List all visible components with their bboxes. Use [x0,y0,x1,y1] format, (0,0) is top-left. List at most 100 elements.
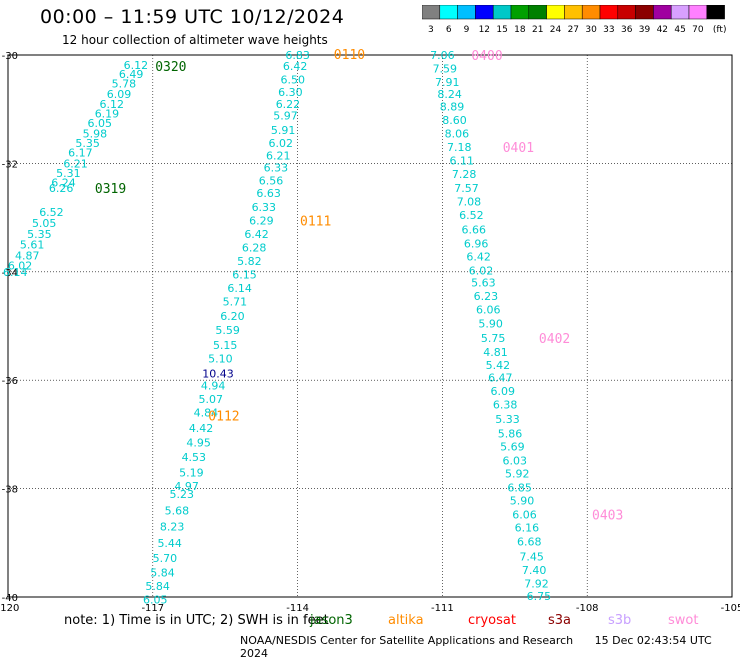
y-tick-label: -30 [2,51,18,62]
wave-height-label: 5.92 [505,467,530,480]
track-time-label: 0320 [155,60,186,75]
wave-height-label: 5.59 [215,324,240,337]
wave-height-label: 6.17 [68,147,93,160]
wave-height-label: 6.12 [124,59,149,72]
wave-height-label: 6.09 [107,88,132,101]
wave-height-label: 6.33 [264,162,289,175]
wave-height-label: 5.68 [165,504,190,517]
y-tick-label: -32 [2,159,18,170]
wave-height-label: 6.52 [459,209,484,222]
wave-height-label: 7.45 [519,550,544,563]
wave-height-label: 5.35 [27,228,52,241]
wave-height-label: 5.70 [153,552,178,565]
wave-height-label: 6.09 [490,385,515,398]
wave-height-label: 6.02 [8,259,33,272]
wave-height-label: 6.15 [232,269,257,282]
wave-height-label: 5.31 [56,167,81,180]
y-tick-label: -38 [2,485,18,496]
track-time-label: 0319 [95,182,126,197]
x-tick-label: -105 [721,603,740,614]
wave-height-label: 5.84 [145,580,170,593]
wave-height-label: 4.95 [186,437,211,450]
colorbar-label: 45 [674,25,685,35]
wave-height-label: 5.90 [510,495,535,508]
wave-height-label: 6.68 [517,536,542,549]
wave-height-label: 6.05 [87,117,112,130]
wave-height-label: 5.91 [271,124,296,137]
color-scale-bar: 3 6 9 12 15 18 21 24 27 30 33 36 39 42 45 70 (ft) [422,5,726,35]
wave-height-label: 6.50 [281,73,306,86]
track-time-label: 0403 [592,509,623,524]
colorbar-label: 12 [479,25,490,35]
wave-height-label: 4.53 [182,451,207,464]
wave-height-label: 5.44 [157,537,182,550]
colorbar-label: 6 [446,25,452,35]
chart-subtitle: 12 hour collection of altimeter wave hei… [62,33,328,47]
track-time-label: 0402 [539,332,570,347]
y-tick-label: -34 [2,268,18,279]
legend-item-s3b: s3b [608,613,632,628]
wave-height-label: 6.06 [512,509,537,522]
colorbar-label: 24 [550,25,562,35]
colorbar-label: 42 [657,25,668,35]
wave-height-label: 5.86 [498,427,523,440]
colorbar-label: 39 [639,25,651,35]
wave-height-label: 6.30 [278,86,303,99]
wave-height-label: 5.63 [471,277,496,290]
wave-height-label: 5.90 [478,317,503,330]
y-tick-label: -40 [2,593,18,604]
colorbar-label: 33 [603,25,614,35]
wave-height-label: 6.29 [249,214,274,227]
wave-height-label: 8.23 [160,521,185,534]
wave-height-label: 8.06 [445,128,470,141]
wave-height-label: 6.47 [488,371,513,384]
wave-height-label: 6.96 [464,238,489,251]
wave-height-label: 7.92 [524,577,549,590]
wave-height-label: 6.23 [474,290,499,303]
wave-height-label: 5.97 [273,110,298,123]
wave-height-label: 7.08 [457,195,482,208]
wave-height-label: 6.05 [143,594,168,607]
wave-height-label: 5.75 [481,332,506,345]
wave-height-label: 5.05 [32,217,57,230]
wave-height-label: 6.22 [276,98,301,111]
wave-height-label: 7.06 [430,49,455,62]
wave-height-label: 6.26 [49,182,74,195]
track-time-label: 0111 [300,214,331,229]
legend-item-s3a: s3a [548,613,572,628]
colorbar-label: 3 [428,25,434,35]
wave-height-label: 5.78 [112,78,137,91]
wave-height-label: 6.85 [507,482,532,495]
wave-height-label: 5.19 [179,466,204,479]
wave-height-label: 5.98 [83,128,108,141]
wave-height-label: 6.49 [119,68,144,81]
wave-height-label: 6.14 [3,266,28,279]
wave-height-label: 4.81 [483,346,508,359]
wave-height-label: 4.87 [15,250,40,263]
wave-height-label: 5.33 [495,413,520,426]
wave-height-label: 4.97 [174,480,199,493]
footer: NOAA/NESDIS Center for Satellite Applica… [240,634,740,660]
wave-height-label: 5.69 [500,440,525,453]
x-tick-label: -111 [431,603,454,614]
wave-height-label: 4.42 [189,422,214,435]
legend-item-cryosat: cryosat [468,613,516,628]
track-time-label: 0110 [334,48,365,63]
legend-item-jason3: jason3 [310,613,353,628]
colorbar-label: 18 [514,25,526,35]
colorbar-label: 9 [464,25,470,35]
wave-height-label: 8.24 [437,88,462,101]
wave-height-label: 8.89 [440,100,465,113]
wave-height-label: 5.84 [150,567,175,580]
colorbar-swatch [706,5,725,20]
wave-height-label: 6.83 [285,49,310,62]
wave-height-label: 6.20 [220,310,245,323]
x-tick-label: -117 [141,603,164,614]
wave-height-label: 6.52 [39,206,64,219]
wave-height-label: 5.61 [20,239,45,252]
track-time-label: 0112 [208,409,239,424]
colorbar-label: 27 [568,25,579,35]
track-time-label: 0400 [471,49,502,64]
footer-credit: NOAA/NESDIS Center for Satellite Applica… [240,634,574,647]
x-tick-label: -120 [0,603,19,614]
